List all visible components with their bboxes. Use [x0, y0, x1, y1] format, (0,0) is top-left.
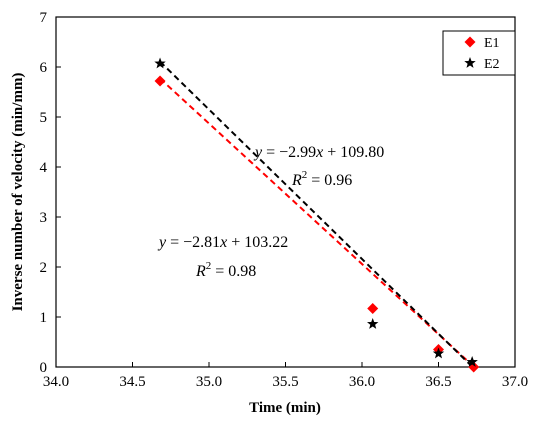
legend-label-e1: E1 [484, 36, 500, 51]
y-tick-label: 2 [40, 260, 48, 276]
x-tick-label: 35.0 [196, 374, 222, 390]
y-tick-label: 0 [40, 360, 48, 376]
equation-part: y [157, 234, 167, 251]
equation-part: + 109.80 [323, 144, 384, 161]
r2-exponent: 2 [302, 169, 308, 181]
point-e1 [154, 75, 166, 87]
legend-marker-e1 [464, 36, 476, 48]
y-tick-label: 5 [40, 110, 48, 126]
r2-symbol: R [195, 263, 206, 280]
r2-e2: R2 = 0.96 [291, 169, 352, 189]
r2-e1: R2 = 0.98 [195, 260, 256, 280]
r2-value: = 0.98 [211, 263, 256, 280]
fit-lines [159, 60, 475, 369]
y-tick-label: 4 [40, 160, 48, 176]
equation-part: = [166, 234, 183, 251]
x-tick-label: 34.5 [119, 374, 145, 390]
x-tick-label: 37.0 [502, 374, 528, 390]
equation-part: x [315, 144, 323, 161]
equation-part: + 103.22 [227, 234, 288, 251]
x-axis-label: Time (min) [249, 400, 321, 416]
point-e2 [466, 356, 478, 367]
equation-e1: y = −2.81x + 103.22 [157, 234, 288, 251]
equation-e2: y = −2.99x + 109.80 [253, 144, 384, 161]
point-e2 [367, 318, 379, 329]
legend-label-e2: E2 [484, 57, 500, 72]
equation-part: = [262, 144, 279, 161]
point-e1 [367, 303, 379, 314]
legend-box [442, 30, 516, 76]
equation-part: −2.81 [183, 234, 220, 251]
y-tick-label: 3 [40, 210, 48, 226]
y-tick-label: 7 [40, 10, 48, 26]
fit-line-e2 [159, 60, 475, 369]
y-tick-label: 1 [40, 310, 48, 326]
x-tick-label: 35.5 [272, 374, 298, 390]
equation-part: y [253, 144, 263, 161]
y-axis-label: Inverse number of velocity (min/mm) [10, 73, 26, 312]
data-points [154, 57, 480, 373]
x-tick-label: 34.0 [43, 374, 69, 390]
x-tick-label: 36.0 [349, 374, 375, 390]
x-tick-label: 36.5 [425, 374, 451, 390]
r2-exponent: 2 [206, 260, 212, 272]
r2-symbol: R [291, 172, 302, 189]
point-e2 [154, 57, 166, 69]
axis-ticks: 34.0 34.5 35.0 35.5 36.0 36.5 37.0 0 1 2 3 4 5 6 7 [40, 10, 529, 390]
legend-marker-e2 [464, 57, 476, 68]
point-e2 [432, 347, 445, 359]
equation-part: x [219, 234, 227, 251]
equation-part: −2.99 [279, 144, 316, 161]
r2-value: = 0.96 [307, 172, 352, 189]
y-tick-label: 6 [40, 60, 48, 76]
fit-line-e1 [159, 77, 475, 368]
